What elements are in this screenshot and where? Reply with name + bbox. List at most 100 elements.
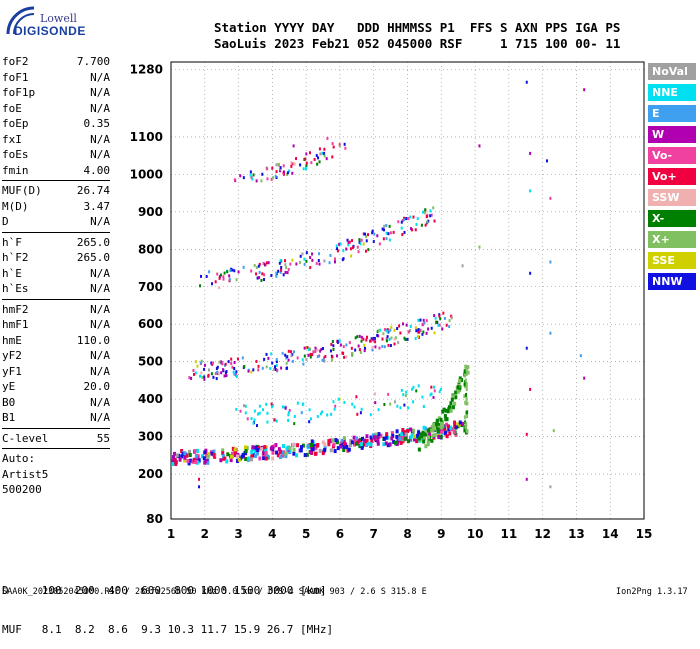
- param-value: N/A: [90, 70, 110, 84]
- echo-point: [424, 444, 428, 449]
- echo-point: [437, 423, 441, 428]
- digisonde-logo-arc: [6, 6, 35, 35]
- echo-point: [417, 436, 421, 441]
- echo-point: [411, 387, 414, 391]
- echo-point: [203, 363, 206, 367]
- echo-point: [252, 173, 255, 177]
- echo-point: [395, 434, 399, 439]
- echo-point: [450, 314, 453, 318]
- echo-point: [265, 454, 269, 459]
- echo-point: [199, 284, 202, 288]
- echo-point: [287, 358, 290, 362]
- param-row: yF1 N/A: [2, 364, 110, 380]
- echo-point: [329, 448, 333, 453]
- echo-point: [285, 266, 288, 270]
- param-name: foF1p: [2, 86, 36, 99]
- echo-point: [355, 395, 358, 399]
- legend-item-ssw: SSW: [648, 189, 696, 206]
- echo-point: [316, 348, 319, 352]
- echo-point: [286, 355, 289, 359]
- echo-point: [327, 439, 331, 444]
- echo-point: [546, 159, 549, 163]
- echo-point: [342, 444, 346, 449]
- echo-point: [392, 230, 395, 234]
- legend-item-sse: SSE: [648, 252, 696, 269]
- param-value: N/A: [90, 266, 110, 280]
- echo-point: [381, 227, 384, 231]
- param-separator: [2, 180, 110, 181]
- echo-point: [233, 452, 237, 457]
- echo-point: [301, 443, 305, 448]
- echo-point: [389, 328, 392, 332]
- y-tick-label: 500: [138, 355, 163, 369]
- param-name: fxI: [2, 132, 22, 146]
- echo-point: [465, 371, 468, 376]
- echo-point: [309, 266, 312, 270]
- echo-point: [173, 457, 177, 462]
- echo-point: [271, 176, 274, 180]
- echo-point: [275, 450, 279, 455]
- echo-point: [332, 347, 335, 351]
- echo-point: [309, 255, 312, 259]
- echo-point: [230, 361, 233, 365]
- echo-point: [233, 178, 236, 182]
- echo-point: [321, 346, 324, 350]
- echo-point: [252, 421, 255, 425]
- echo-point: [465, 366, 468, 371]
- param-row: B0 N/A: [2, 395, 110, 411]
- echo-point: [377, 432, 381, 437]
- echo-point: [211, 282, 214, 286]
- echo-point: [315, 154, 318, 158]
- echo-point: [373, 336, 376, 340]
- echo-point: [407, 330, 410, 334]
- echo-point: [288, 446, 292, 451]
- echo-point: [404, 394, 407, 398]
- echo-point: [230, 451, 234, 456]
- echo-point: [399, 406, 402, 410]
- echo-point: [264, 456, 268, 461]
- echo-point: [373, 432, 377, 437]
- echo-point: [525, 432, 528, 436]
- echo-point: [363, 349, 366, 353]
- y-tick-label: 1000: [130, 167, 163, 181]
- echo-point: [306, 346, 309, 350]
- echo-point: [415, 222, 418, 226]
- echo-point: [279, 258, 282, 262]
- echo-point: [378, 346, 381, 350]
- x-tick-label: 3: [234, 527, 242, 541]
- echo-point: [394, 440, 398, 445]
- logo-lowell: Lowell: [40, 12, 77, 25]
- echo-point: [412, 437, 416, 442]
- echo-point: [424, 223, 427, 227]
- param-value: N/A: [90, 132, 110, 146]
- echo-point: [271, 450, 275, 455]
- echo-point: [276, 368, 279, 372]
- echo-point: [247, 369, 250, 373]
- echo-point: [303, 257, 306, 261]
- echo-point: [409, 435, 413, 440]
- echo-point: [341, 258, 344, 262]
- echo-point: [439, 417, 443, 422]
- echo-point: [422, 322, 425, 326]
- echo-point: [262, 261, 265, 265]
- echo-point: [373, 232, 376, 236]
- echo-point: [335, 244, 338, 248]
- echo-point: [222, 275, 225, 279]
- echo-point: [285, 356, 288, 360]
- echo-point: [310, 439, 314, 444]
- echo-point: [265, 261, 268, 265]
- echo-point: [328, 261, 331, 265]
- legend-item-w: W: [648, 126, 696, 143]
- echo-point: [438, 390, 441, 394]
- echo-point: [277, 269, 280, 273]
- echo-point: [215, 377, 218, 381]
- echo-point: [424, 208, 427, 212]
- echo-point: [354, 348, 357, 352]
- echo-point: [219, 458, 223, 463]
- echo-point: [404, 432, 408, 437]
- echo-point: [525, 477, 528, 481]
- echo-point: [171, 459, 173, 463]
- param-value: 26.74: [76, 184, 110, 197]
- auto-scaling-line1: Auto:: [2, 452, 36, 465]
- echo-point: [337, 339, 340, 343]
